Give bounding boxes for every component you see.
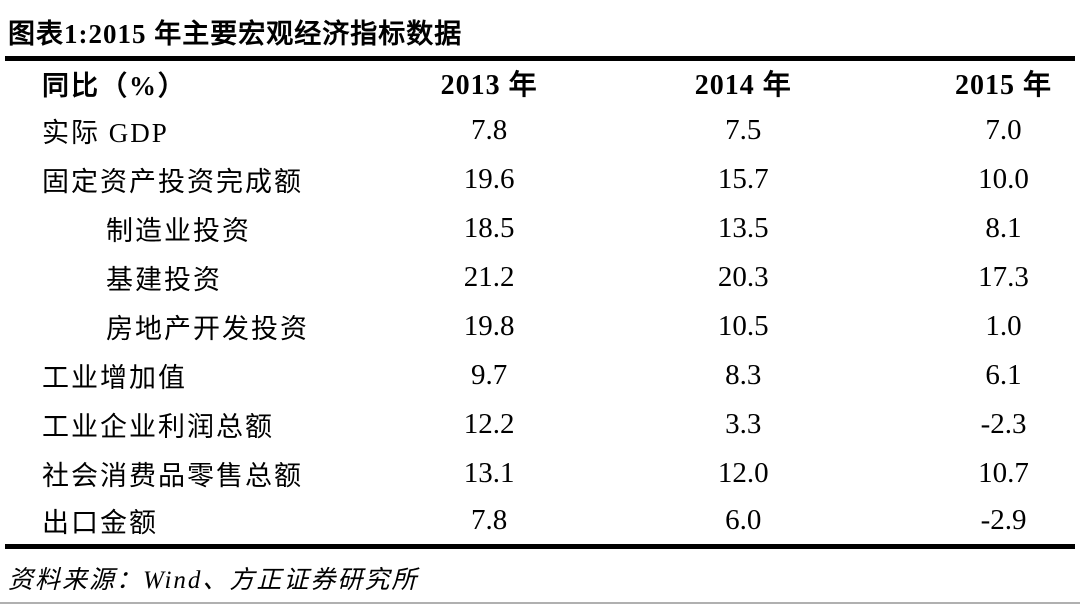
indicator-label: 出口金额 xyxy=(42,508,158,539)
value-cell: -2.9 xyxy=(980,504,1027,537)
value-cell: 1.0 xyxy=(985,309,1022,342)
indicator-label: 房地产开发投资 xyxy=(106,313,309,344)
value-cell: 6.1 xyxy=(985,358,1022,391)
value-cell: 19.6 xyxy=(463,162,515,195)
value-cell: -2.3 xyxy=(980,407,1027,440)
table-row: 实际 GDP 7.8 7.5 7.0 xyxy=(5,106,1075,155)
indicator-label: 实际 GDP xyxy=(42,117,169,148)
column-header-2015: 2015 年 xyxy=(955,70,1053,102)
table-row: 制造业投资 18.5 13.5 8.1 xyxy=(5,204,1075,253)
table-row: 房地产开发投资 19.8 10.5 1.0 xyxy=(5,302,1075,351)
value-cell: 8.3 xyxy=(725,358,762,391)
indicator-label: 工业增加值 xyxy=(42,362,187,393)
macro-indicators-table: 同比（%） 2013 年 2014 年 2015 年 实际 GDP 7.8 7.5 7… xyxy=(5,56,1075,549)
source-note: 资料来源：Wind、方正证券研究所 xyxy=(8,567,419,594)
indicator-label: 基建投资 xyxy=(106,264,222,295)
indicator-label: 制造业投资 xyxy=(106,215,251,246)
value-cell: 10.0 xyxy=(978,162,1029,195)
table-row: 工业企业利润总额 12.2 3.3 -2.3 xyxy=(5,400,1075,449)
figure-title: 图表1:2015 年主要宏观经济指标数据 xyxy=(8,19,463,49)
indicator-label: 社会消费品零售总额 xyxy=(42,460,303,491)
table-row: 社会消费品零售总额 13.1 12.0 10.7 xyxy=(5,449,1075,498)
column-header-indicator: 同比（%） xyxy=(42,70,187,101)
value-cell: 18.5 xyxy=(463,211,515,244)
table-row: 固定资产投资完成额 19.6 15.7 10.0 xyxy=(5,155,1075,204)
indicator-label: 工业企业利润总额 xyxy=(42,411,274,442)
value-cell: 10.5 xyxy=(717,309,769,342)
value-cell: 7.8 xyxy=(471,113,508,146)
value-cell: 19.8 xyxy=(463,309,515,342)
value-cell: 8.1 xyxy=(985,211,1022,244)
table-row: 基建投资 21.2 20.3 17.3 xyxy=(5,253,1075,302)
value-cell: 20.3 xyxy=(717,260,769,293)
value-cell: 15.7 xyxy=(717,162,769,195)
table-row: 工业增加值 9.7 8.3 6.1 xyxy=(5,351,1075,400)
value-cell: 17.3 xyxy=(978,260,1029,293)
value-cell: 21.2 xyxy=(463,260,515,293)
value-cell: 13.5 xyxy=(717,211,769,244)
column-header-2014: 2014 年 xyxy=(694,70,792,102)
value-cell: 12.0 xyxy=(717,456,769,489)
bottom-divider xyxy=(0,602,1080,604)
table-row: 出口金额 7.8 6.0 -2.9 xyxy=(5,498,1075,547)
table-body: 实际 GDP 7.8 7.5 7.0 固定资产投资完成额 19.6 15.7 10.0 制造业投… xyxy=(5,106,1075,547)
value-cell: 7.8 xyxy=(471,504,508,537)
value-cell: 12.2 xyxy=(463,407,515,440)
value-cell: 7.5 xyxy=(725,113,762,146)
value-cell: 9.7 xyxy=(471,358,508,391)
indicator-label: 固定资产投资完成额 xyxy=(42,166,303,197)
table-header-row: 同比（%） 2013 年 2014 年 2015 年 xyxy=(5,59,1075,106)
column-header-2013: 2013 年 xyxy=(440,70,538,102)
value-cell: 13.1 xyxy=(463,456,515,489)
value-cell: 7.0 xyxy=(985,113,1022,146)
value-cell: 10.7 xyxy=(978,456,1029,489)
value-cell: 6.0 xyxy=(725,504,762,537)
value-cell: 3.3 xyxy=(725,407,762,440)
